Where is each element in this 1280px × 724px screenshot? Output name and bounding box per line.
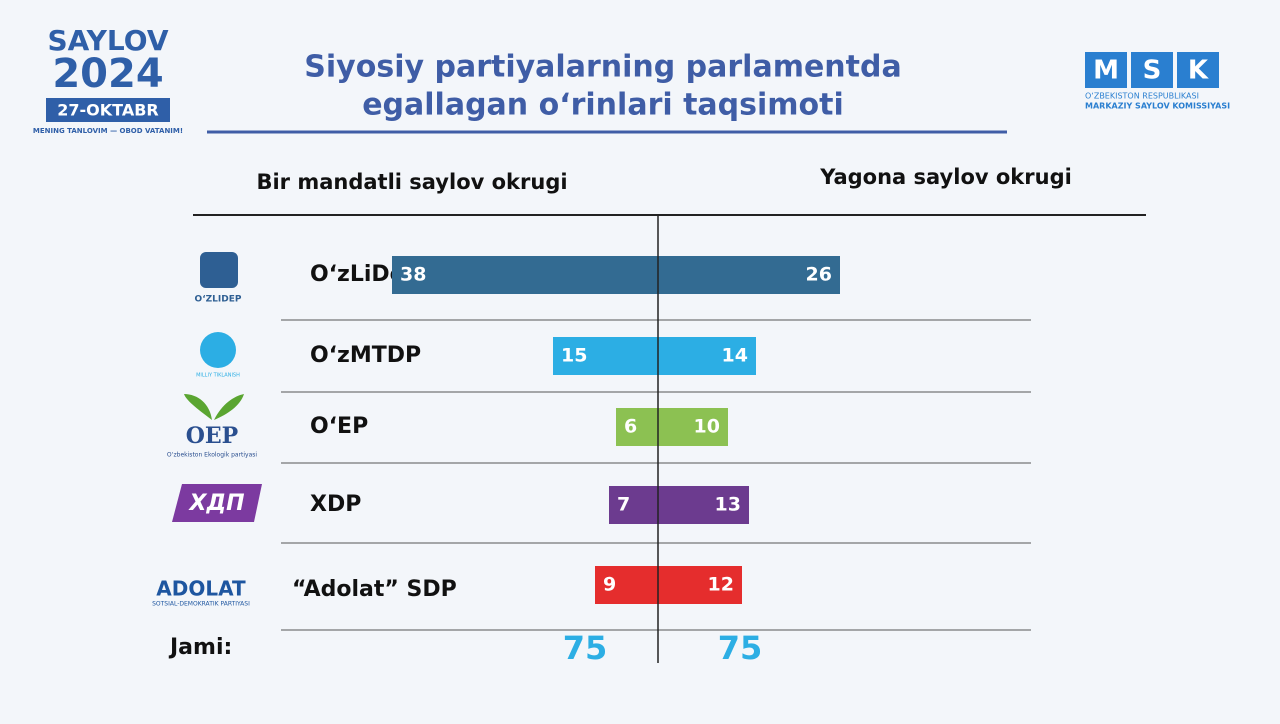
- value-label: 6: [624, 416, 637, 438]
- bar: [616, 408, 658, 446]
- bar: [658, 256, 840, 294]
- logo-date: 27-OKTABR: [57, 101, 158, 120]
- msk-box: [1177, 52, 1219, 88]
- msk-box: [1085, 52, 1127, 88]
- bar: [658, 408, 728, 446]
- party-logo: ХДП: [172, 484, 262, 522]
- bar: [392, 256, 658, 294]
- category-label: O‘zMTDP: [310, 343, 421, 368]
- value-label: 10: [694, 416, 720, 438]
- logo-shape: [172, 484, 262, 522]
- title-line: Siyosiy partiyalarning parlamentda: [304, 50, 901, 85]
- logo-word: SAYLOV: [48, 24, 169, 57]
- totals-label: Jami:: [168, 635, 232, 660]
- value-label: 7: [617, 494, 630, 516]
- logo-text: OEP: [186, 423, 238, 449]
- bar: [658, 337, 756, 375]
- value-label: 14: [722, 345, 748, 367]
- logo-text: ADOLAT: [156, 577, 246, 601]
- value-label: 15: [561, 345, 587, 367]
- logo-motto: MENING TANLOVIM — OBOD VATANIM!: [33, 127, 183, 135]
- msk-line: O‘ZBEKISTON RESPUBLIKASI: [1085, 92, 1199, 101]
- category-label: “Adolat” SDP: [292, 577, 457, 602]
- category-label: XDP: [310, 492, 361, 517]
- bar: [553, 337, 658, 375]
- value-label: 13: [715, 494, 741, 516]
- logo-date-bg: [46, 98, 170, 122]
- msk-letter: K: [1188, 56, 1209, 86]
- value-label: 9: [603, 574, 616, 596]
- party-logo: MILLIY TIKLANISH: [196, 332, 240, 379]
- bar: [658, 566, 742, 604]
- value-label: 26: [806, 264, 832, 286]
- column-header: Bir mandatli saylov okrugi: [256, 170, 567, 194]
- value-label: 12: [708, 574, 734, 596]
- party-logo: O‘ZLIDEP: [195, 252, 242, 305]
- saylov-logo: SAYLOV 2024 27-OKTABR MENING TANLOVIM — …: [33, 24, 183, 135]
- column-header: Yagona saylov okrugi: [819, 165, 1072, 189]
- msk-letter: M: [1093, 56, 1119, 86]
- logo-text: O‘ZLIDEP: [195, 295, 242, 305]
- total: 75: [563, 629, 608, 667]
- party-logo: ADOLAT SOTSIAL-DEMOKRATIK PARTIYASI: [152, 577, 250, 608]
- party-logo: OEP O‘zbekiston Ekologik partiyasi: [167, 394, 258, 459]
- logo-text: SOTSIAL-DEMOKRATIK PARTIYASI: [152, 601, 250, 608]
- logo-shape: [200, 252, 238, 288]
- value-label: 38: [400, 264, 426, 286]
- logo-text: O‘zbekiston Ekologik partiyasi: [167, 452, 258, 459]
- msk-letter: S: [1143, 56, 1162, 86]
- msk-box: [1131, 52, 1173, 88]
- logo-year: 2024: [52, 51, 163, 97]
- bar: [595, 566, 658, 604]
- msk-line: MARKAZIY SAYLOV KOMISSIYASI: [1085, 102, 1230, 111]
- bar: [658, 486, 749, 524]
- category-label: O‘EP: [310, 414, 368, 439]
- logo-shape: [184, 394, 244, 420]
- logo-text: MILLIY TIKLANISH: [196, 373, 240, 379]
- title-line: egallagan o‘rinlari taqsimoti: [362, 88, 844, 123]
- total: 75: [718, 629, 763, 667]
- msk-logo: M S K O‘ZBEKISTON RESPUBLIKASI MARKAZIY …: [1085, 52, 1230, 111]
- bar: [609, 486, 658, 524]
- logo-text: ХДП: [188, 491, 245, 516]
- logo-shape: [200, 332, 236, 368]
